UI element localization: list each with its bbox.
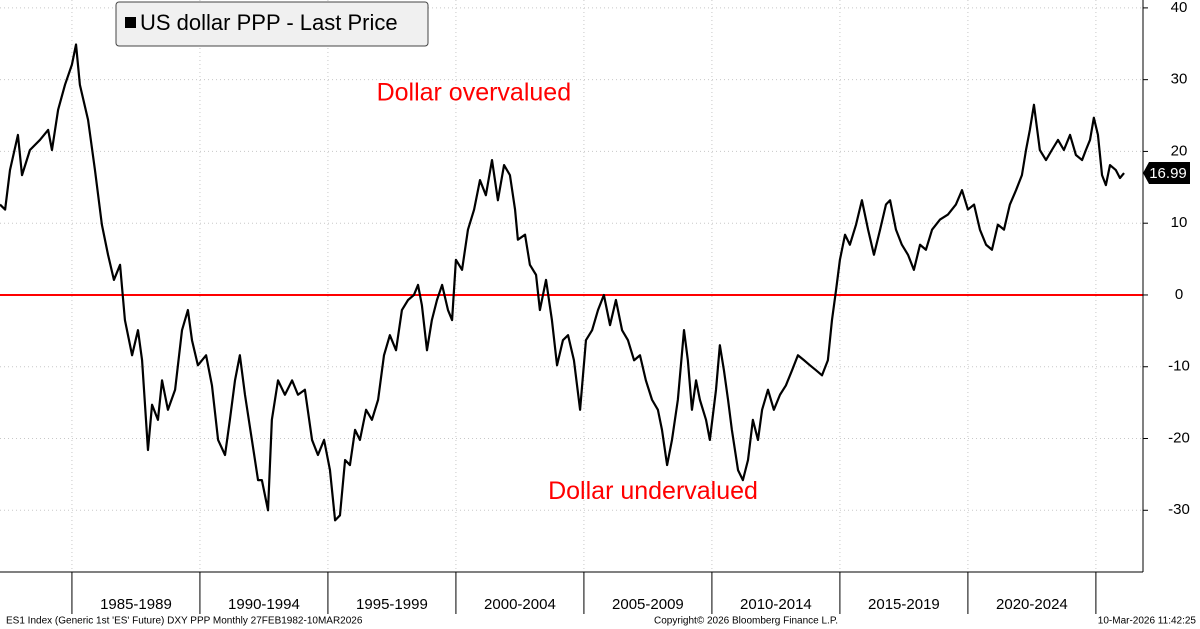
legend-box	[115, 1, 429, 47]
annotation: Dollar undervalued	[548, 477, 758, 505]
data-line	[0, 43, 1125, 522]
annotation: Dollar overvalued	[377, 79, 572, 107]
x-tick-label: 1995-1999	[356, 596, 428, 613]
x-tick-label: 1990-1994	[228, 596, 300, 613]
last-value-tag	[1143, 162, 1190, 185]
footer-right: 10-Mar-2026 11:42:25	[1098, 616, 1197, 627]
x-tick-label: 2000-2004	[484, 596, 556, 613]
footer-center: Copyright© 2026 Bloomberg Finance L.P.	[654, 616, 838, 627]
last-value-label: 16.99	[1149, 165, 1187, 182]
x-tick-label: 2005-2009	[612, 596, 684, 613]
plot	[0, 43, 1143, 522]
y-tick-label: -30	[1168, 501, 1190, 518]
y-tick-label: 0	[1175, 286, 1183, 303]
y-tick-label: 40	[1171, 0, 1188, 16]
y-tick-label: -10	[1168, 358, 1190, 375]
legend: US dollar PPP - Last Price	[115, 1, 429, 47]
y-tick-label: 20	[1171, 142, 1188, 159]
x-tick-label: 2010-2014	[740, 596, 812, 613]
x-tick-label: 2020-2024	[996, 596, 1068, 613]
footer-left: ES1 Index (Generic 1st 'ES' Future) DXY …	[6, 616, 363, 627]
x-tick-label: 1985-1989	[100, 596, 172, 613]
x-tick-label: 2015-2019	[868, 596, 940, 613]
legend-label: US dollar PPP - Last Price	[140, 10, 398, 35]
y-tick-label: 30	[1171, 71, 1188, 88]
legend-swatch	[125, 17, 136, 28]
y-tick-label: 10	[1171, 214, 1188, 231]
y-tick-label: -20	[1168, 429, 1190, 446]
